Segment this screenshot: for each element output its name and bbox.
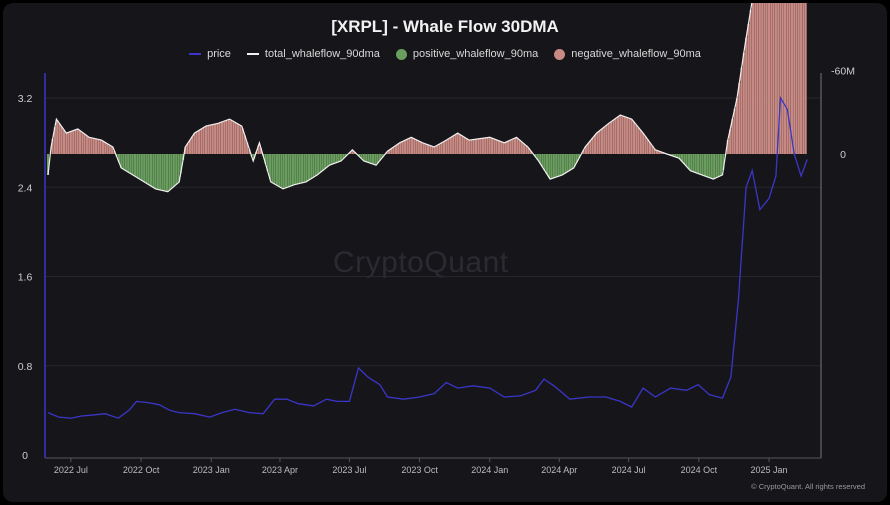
whaleflow-bars xyxy=(46,3,807,192)
y-right-tick-label: -60M xyxy=(831,65,855,77)
y-right-tick-label: 0 xyxy=(840,149,846,161)
y-left-tick-label: 2.4 xyxy=(18,182,33,194)
legend-item-price[interactable]: price xyxy=(189,48,231,60)
y-left-tick-label: 1.6 xyxy=(18,272,33,284)
x-tick-label: 2024 Oct xyxy=(681,465,718,475)
x-tick-label: 2023 Apr xyxy=(262,465,298,475)
price-swatch xyxy=(189,53,202,55)
legend-label-positive-whaleflow: positive_whaleflow_90ma xyxy=(412,48,539,60)
x-tick-label: 2023 Jul xyxy=(332,465,366,475)
legend-item-total-whaleflow[interactable]: total_whaleflow_90dma xyxy=(246,48,380,60)
legend: price total_whaleflow_90dma positive_wha… xyxy=(3,48,887,60)
legend-label-total-whaleflow: total_whaleflow_90dma xyxy=(264,48,380,60)
legend-item-positive-whaleflow[interactable]: positive_whaleflow_90ma xyxy=(395,48,539,60)
price-line xyxy=(47,95,808,419)
gridlines xyxy=(45,97,821,367)
legend-item-negative-whaleflow[interactable]: negative_whaleflow_90ma xyxy=(554,48,701,60)
x-tick-label: 2025 Jan xyxy=(751,465,788,475)
chart-title: [XRPL] - Whale Flow 30DMA xyxy=(331,17,559,36)
x-tick-label: 2023 Oct xyxy=(401,465,438,475)
y-left-tick-label: 0 xyxy=(22,450,28,462)
total-whaleflow-swatch xyxy=(246,53,259,55)
positive-whaleflow-swatch xyxy=(395,48,407,60)
x-tick-label: 2022 Oct xyxy=(123,465,160,475)
x-tick-label: 2023 Jan xyxy=(193,465,230,475)
x-tick-label: 2024 Apr xyxy=(541,465,577,475)
y-left-tick-label: 0.8 xyxy=(18,361,33,373)
y-left-tick-label: 3.2 xyxy=(18,93,33,105)
chart-frame: [XRPL] - Whale Flow 30DMA price total_wh… xyxy=(3,3,887,502)
x-tick-label: 2024 Jul xyxy=(612,465,646,475)
axes: 00.81.62.43.20-60M-120M-180M2022 Jul2022… xyxy=(18,65,855,475)
total-whaleflow-line xyxy=(47,3,753,193)
chart-plot: 00.81.62.43.20-60M-120M-180M2022 Jul2022… xyxy=(18,3,855,475)
legend-label-price: price xyxy=(207,48,231,60)
series-lines xyxy=(47,3,808,419)
copyright: © CryptoQuant. All rights reserved xyxy=(751,482,865,491)
negative-whaleflow-swatch xyxy=(554,48,566,60)
legend-label-negative-whaleflow: negative_whaleflow_90ma xyxy=(571,48,701,60)
watermark: CryptoQuant xyxy=(333,246,509,279)
x-tick-label: 2022 Jul xyxy=(54,465,88,475)
x-tick-label: 2024 Jan xyxy=(471,465,508,475)
